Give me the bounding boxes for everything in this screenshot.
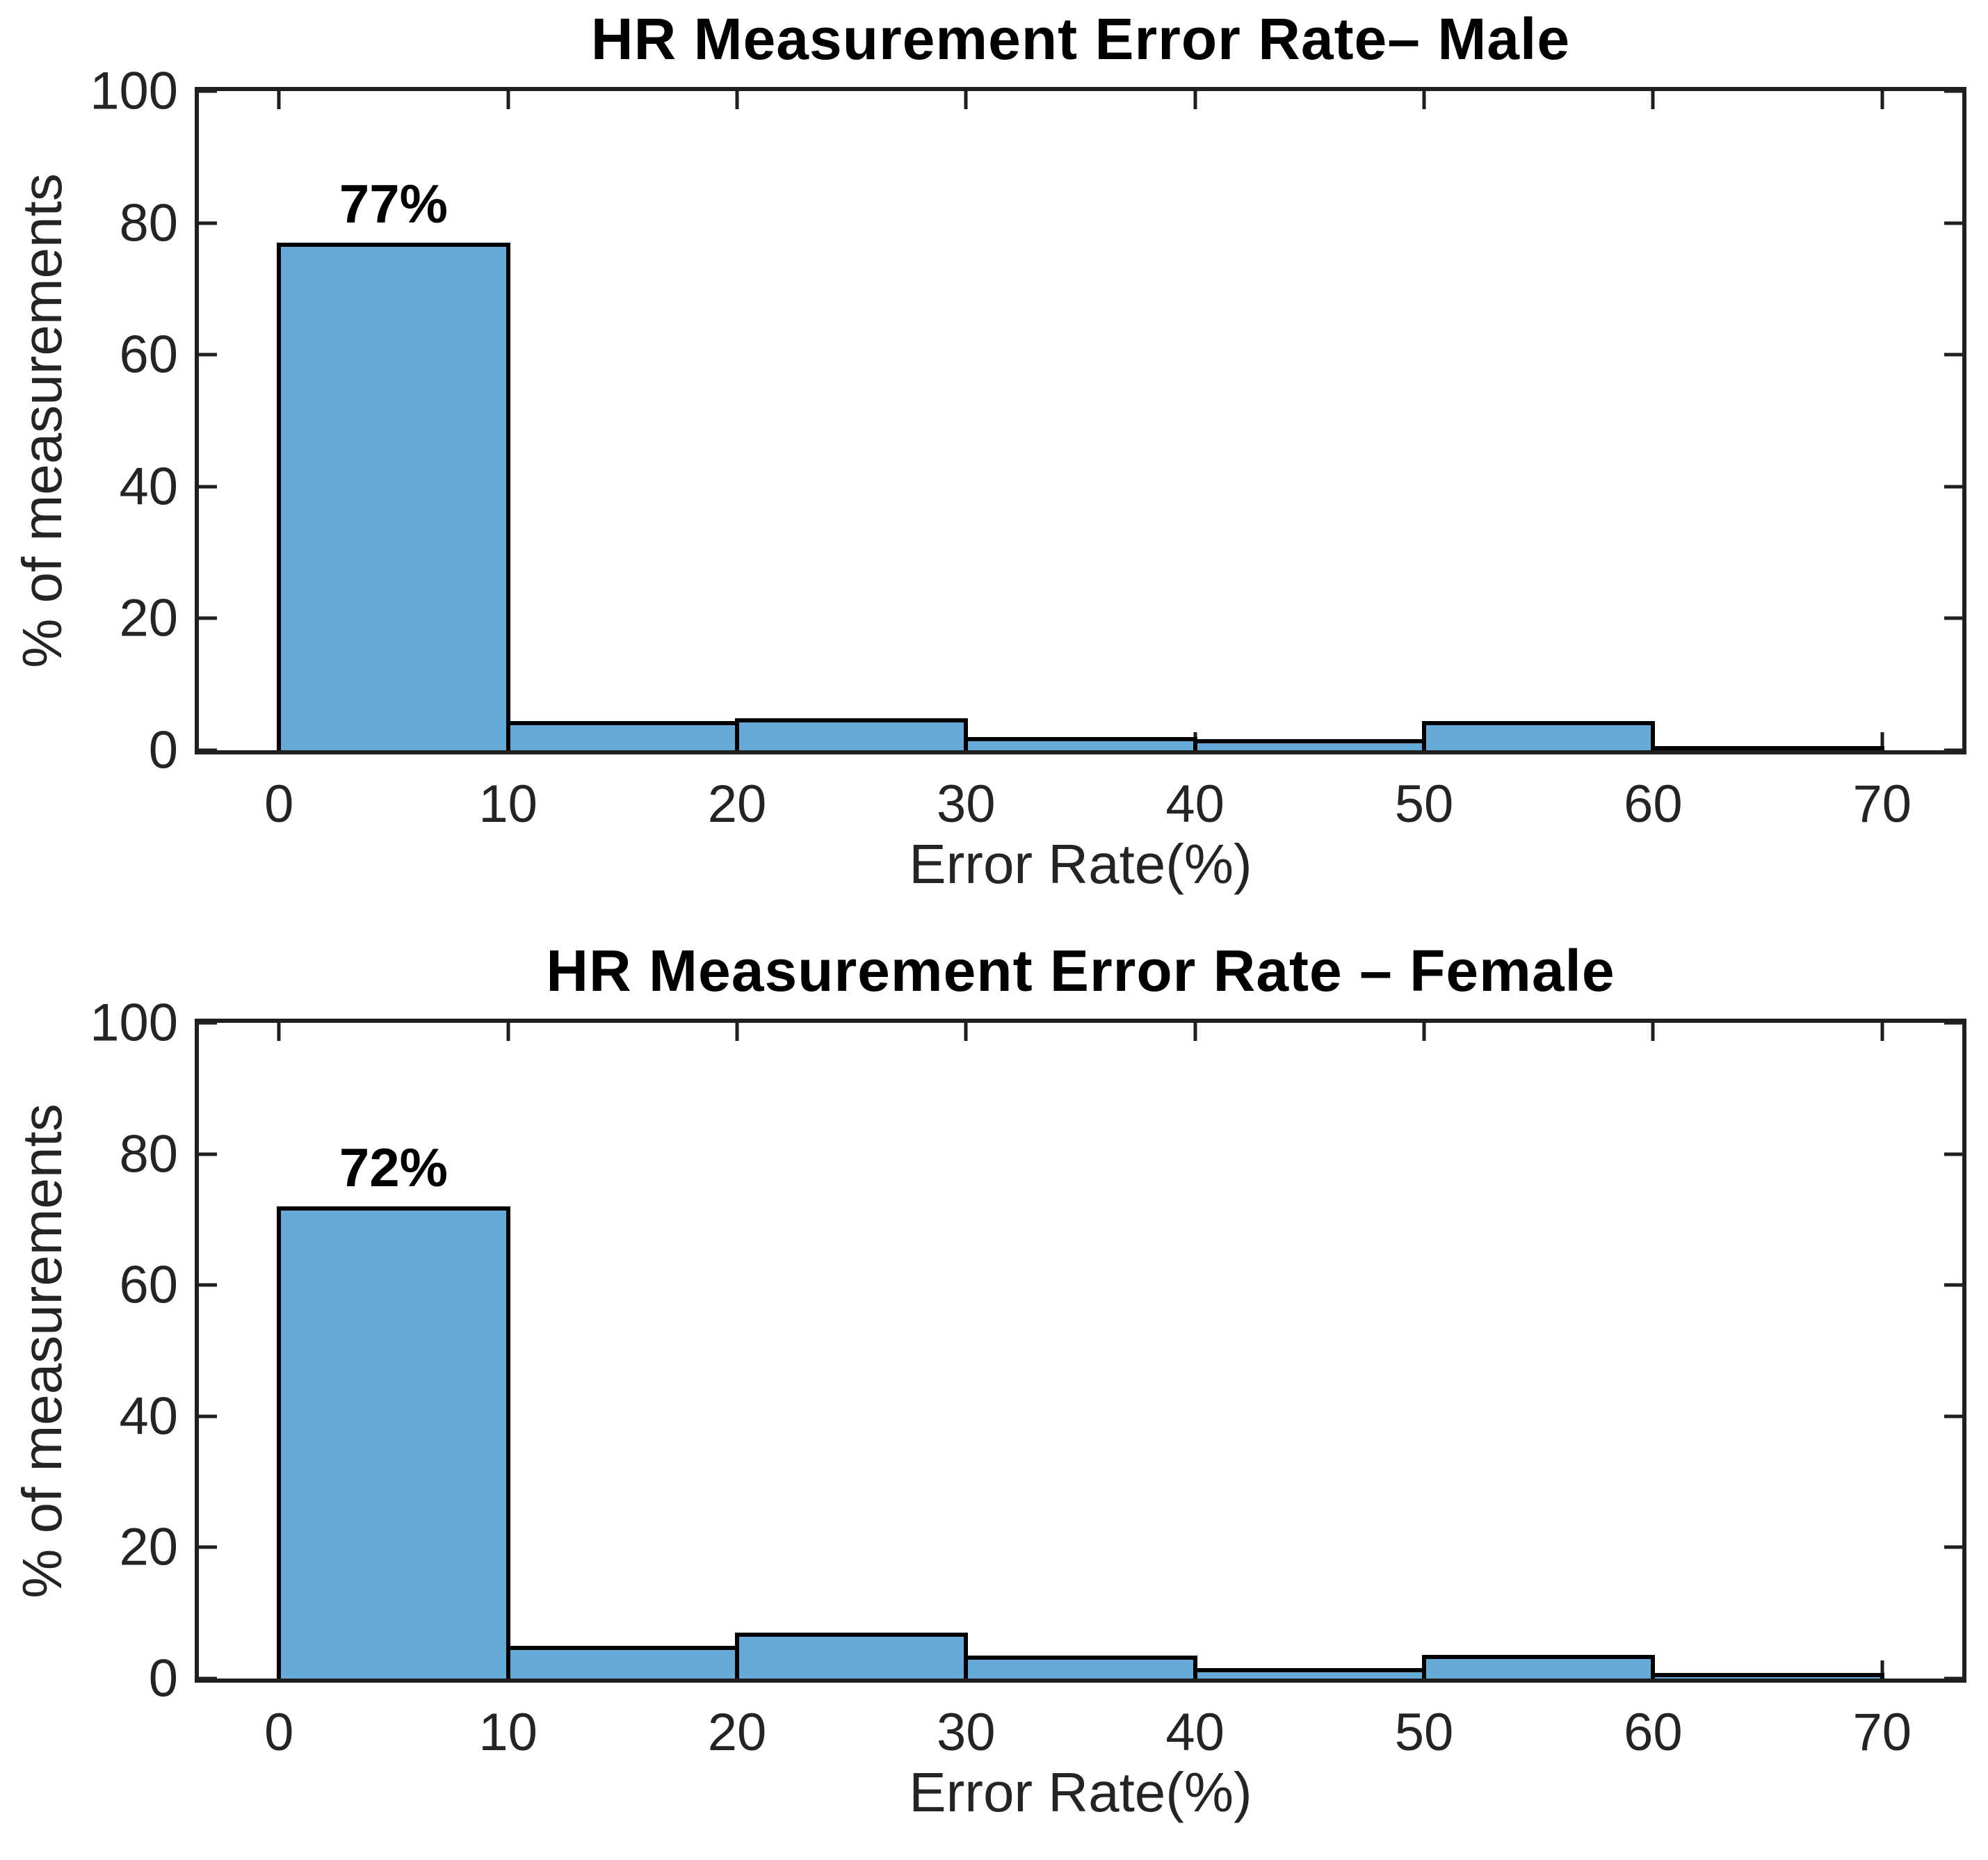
x-tick-mark-top (1880, 91, 1884, 109)
y-tick-mark-right (1944, 616, 1962, 620)
y-tick-mark-right (1944, 1283, 1962, 1287)
male-plot-area: HR Measurement Error Rate– Male % of mea… (11, 6, 1966, 895)
y-tick-mark (199, 221, 217, 225)
y-tick-label: 40 (119, 457, 178, 517)
histogram-bar (1193, 1667, 1427, 1679)
histogram-bar (506, 721, 739, 750)
y-tick-label: 0 (148, 1649, 178, 1708)
y-tick-mark (199, 1676, 217, 1681)
x-tick-label: 0 (264, 775, 294, 834)
x-tick-label: 10 (478, 1703, 538, 1762)
y-axis-label: % of measurements (11, 173, 73, 668)
x-tick-mark-top (1193, 91, 1197, 109)
y-tick-label: 100 (90, 993, 178, 1053)
y-tick-label: 60 (119, 1255, 178, 1315)
y-tick-label: 20 (119, 588, 178, 648)
x-tick-mark-top (277, 91, 281, 109)
y-tick-mark (199, 1545, 217, 1549)
y-tick-label: 100 (90, 61, 178, 121)
x-tick-label: 30 (937, 775, 996, 834)
bar-value-label: 77% (339, 173, 448, 235)
histogram-bar (1422, 1655, 1656, 1679)
x-tick-mark-top (1651, 91, 1655, 109)
histogram-bar (1193, 738, 1427, 750)
y-tick-mark (199, 89, 217, 93)
x-tick-label: 20 (707, 1703, 767, 1762)
x-tick-mark-top (735, 1023, 739, 1041)
x-tick-label: 70 (1852, 775, 1912, 834)
x-tick-mark-top (735, 91, 739, 109)
x-tick-label: 60 (1624, 775, 1683, 834)
y-tick-mark-right (1944, 1021, 1962, 1025)
y-tick-label: 20 (119, 1517, 178, 1577)
x-tick-label: 40 (1165, 1703, 1225, 1762)
x-tick-mark-top (964, 91, 968, 109)
histogram-bar (964, 1656, 1197, 1679)
x-tick-label: 50 (1394, 775, 1454, 834)
x-axis-label: Error Rate(%) (909, 1761, 1252, 1823)
x-tick-mark-top (506, 1023, 510, 1041)
histogram-bar (1422, 721, 1656, 750)
x-axis-label: Error Rate(%) (909, 833, 1252, 895)
y-tick-mark-right (1944, 89, 1962, 93)
y-tick-mark-right (1944, 748, 1962, 752)
y-tick-label: 0 (148, 720, 178, 780)
histogram-bar (734, 1633, 969, 1679)
y-tick-mark (199, 1152, 217, 1156)
y-tick-mark-right (1944, 221, 1962, 225)
histogram-bar (1651, 1673, 1884, 1679)
histogram-bar (964, 737, 1197, 750)
y-tick-mark-right (1944, 353, 1962, 357)
y-tick-mark (199, 485, 217, 489)
x-tick-mark-top (506, 91, 510, 109)
histogram-bar (506, 1645, 739, 1679)
x-tick-mark-top (1422, 1023, 1426, 1041)
bar-value-label: 72% (339, 1137, 448, 1199)
y-tick-mark-right (1944, 1676, 1962, 1681)
histogram-bar (734, 718, 969, 750)
female-plot-area: HR Measurement Error Rate – Female % of … (11, 938, 1966, 1823)
y-tick-mark (199, 1414, 217, 1418)
y-tick-label: 80 (119, 1124, 178, 1184)
y-tick-mark (199, 353, 217, 357)
y-axis-label: % of measurements (11, 1103, 73, 1599)
y-tick-label: 60 (119, 325, 178, 385)
x-tick-label: 70 (1852, 1703, 1912, 1762)
x-tick-label: 20 (707, 775, 767, 834)
histogram-bar (277, 1206, 510, 1679)
y-tick-mark-right (1944, 1414, 1962, 1418)
y-tick-mark (199, 616, 217, 620)
x-tick-mark-top (277, 1023, 281, 1041)
histogram-bar (1651, 746, 1884, 750)
x-tick-label: 30 (937, 1703, 996, 1762)
y-tick-label: 40 (119, 1386, 178, 1446)
x-tick-label: 0 (264, 1703, 294, 1762)
chart-title-male: HR Measurement Error Rate– Male (590, 6, 1571, 72)
x-tick-mark-top (1193, 1023, 1197, 1041)
x-tick-mark-top (964, 1023, 968, 1041)
y-tick-mark-right (1944, 1545, 1962, 1549)
y-tick-mark-right (1944, 485, 1962, 489)
x-tick-mark-top (1880, 1023, 1884, 1041)
y-tick-mark (199, 1283, 217, 1287)
x-tick-mark-top (1422, 91, 1426, 109)
y-tick-mark (199, 748, 217, 752)
x-tick-mark (1880, 732, 1884, 750)
chart-title-female: HR Measurement Error Rate – Female (546, 938, 1615, 1003)
y-tick-mark-right (1944, 1152, 1962, 1156)
x-tick-label: 60 (1624, 1703, 1683, 1762)
x-tick-mark-top (1651, 1023, 1655, 1041)
x-tick-label: 10 (478, 775, 538, 834)
x-tick-label: 40 (1165, 775, 1225, 834)
x-tick-label: 50 (1394, 1703, 1454, 1762)
x-tick-mark (1880, 1660, 1884, 1679)
y-tick-label: 80 (119, 193, 178, 253)
y-tick-mark (199, 1021, 217, 1025)
histogram-bar (277, 243, 510, 750)
